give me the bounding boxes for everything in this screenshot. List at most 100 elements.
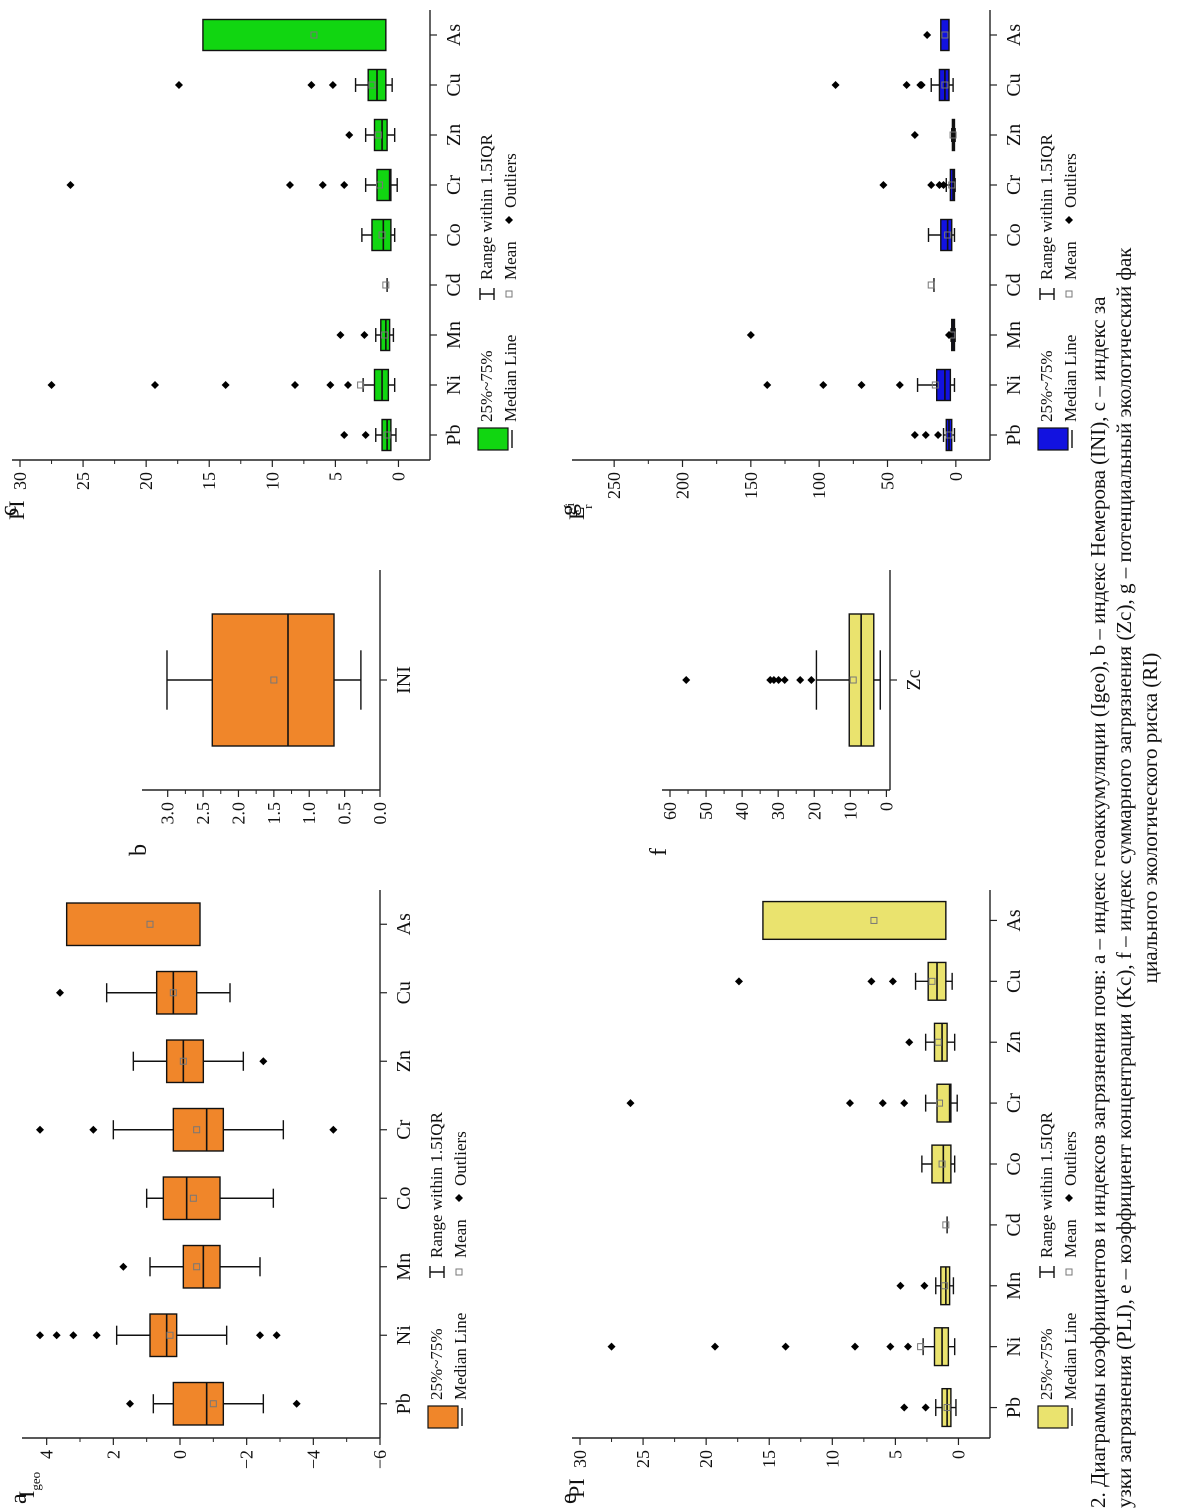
x-tick-label: Co <box>393 1187 415 1210</box>
box-Mn <box>746 318 956 352</box>
box-Ni <box>763 368 956 402</box>
y-tick-label: 10 <box>840 802 860 820</box>
outlier-point <box>888 977 897 986</box>
outlier-point <box>291 381 300 389</box>
box-Cd <box>927 278 935 292</box>
box-As <box>923 18 950 52</box>
panel-b-ini: 0.0 0.5 1.0 1.5 2.0 2.5 3.0 b INI <box>0 560 460 860</box>
chart-e: 0 5 10 15 20 25 30 PIe Pb Ni Mn Cd Co Cr Zn Cu As 25%~75%… <box>556 890 1080 1504</box>
legend: 25%~75% Median Line Range within 1.5IQR Mea… <box>477 133 520 451</box>
outlier-point <box>921 431 930 439</box>
y-tick-label: 25 <box>633 1450 653 1468</box>
legend-box-label: 25%~75% <box>1037 1328 1056 1400</box>
box-Ni <box>47 368 396 402</box>
outlier-point <box>902 81 911 89</box>
outlier-point <box>857 381 866 389</box>
box-Cr <box>66 168 398 202</box>
mean-marker <box>928 977 936 985</box>
outlier-point <box>69 1331 78 1340</box>
y-tick-label: 150 <box>741 472 761 499</box>
legend-range-label: Range within 1.5IQR <box>477 133 496 280</box>
legend-mean-swatch <box>505 290 513 298</box>
box-Zn <box>905 1022 956 1062</box>
legend-median-label: Median Line <box>501 335 520 422</box>
mean-marker <box>942 1221 950 1229</box>
caption-line-1: 2. Диаграммы коэффициентов и индексов за… <box>1086 296 1110 1508</box>
outlier-point <box>878 1099 887 1108</box>
outlier-point <box>921 1403 930 1412</box>
mean-marker <box>931 381 939 389</box>
iqr-box <box>940 218 953 252</box>
y-tick-label: −4 <box>303 1450 323 1469</box>
box-Co <box>921 1144 956 1184</box>
y-tick-label: 5 <box>325 472 345 481</box>
outlier-point <box>272 1331 281 1340</box>
x-tick-label: Cr <box>443 175 465 195</box>
y-tick-label: 1.5 <box>264 802 284 825</box>
outlier-point <box>774 676 783 684</box>
x-tick-label: Co <box>443 223 465 246</box>
y-tick-label: 2.0 <box>228 802 248 825</box>
iqr-box <box>376 168 392 202</box>
outlier-point <box>344 381 352 389</box>
legend-mean-label: Mean <box>1061 1219 1080 1258</box>
box-Zn <box>132 1039 268 1084</box>
mean-marker <box>368 81 376 89</box>
y-axis-label: PI <box>564 1478 589 1498</box>
x-tick-label: Pb <box>393 1393 415 1414</box>
mean-marker <box>927 281 935 289</box>
y-tick-label: 0 <box>948 1450 968 1459</box>
y-tick-label: 10 <box>262 472 282 490</box>
x-tick-label: Pb <box>443 424 465 445</box>
outlier-point <box>221 381 230 389</box>
x-tick-label: Cd <box>443 273 465 296</box>
outlier-point <box>867 977 876 986</box>
box-Cd <box>942 1216 950 1234</box>
panel-letter: b <box>126 844 152 856</box>
legend-box-label: 25%~75% <box>1037 350 1056 422</box>
x-tick-label: Cu <box>393 981 415 1004</box>
mean-marker <box>310 31 318 39</box>
y-tick-label: −6 <box>370 1450 390 1469</box>
mean-marker <box>193 1263 201 1271</box>
iqr-box <box>940 18 950 52</box>
outlier-point <box>259 1057 268 1066</box>
y-tick-label: 30 <box>10 472 30 490</box>
y-tick-label: 100 <box>809 472 829 499</box>
box-Co <box>927 218 956 252</box>
outlier-point <box>626 1099 635 1108</box>
iqr-box <box>202 18 387 52</box>
outlier-point <box>780 676 789 684</box>
iqr-box <box>172 1381 225 1426</box>
iqr-box <box>172 1107 225 1152</box>
y-tick-label: 50 <box>878 472 898 490</box>
outlier-point <box>292 1399 301 1408</box>
mean-marker <box>381 331 389 339</box>
outlier-point <box>734 977 743 986</box>
outlier-point <box>710 1342 719 1351</box>
outlier-point <box>89 1125 98 1134</box>
legend-mean-label: Mean <box>501 241 520 280</box>
mean-marker <box>934 1038 942 1046</box>
legend-range-swatch <box>1039 288 1055 300</box>
outlier-point <box>896 1281 905 1290</box>
figure-caption: 2. Диаграммы коэффициентов и индексов за… <box>1085 0 1163 1508</box>
legend-box-label: 25%~75% <box>427 1328 446 1400</box>
outlier-point <box>361 431 370 439</box>
legend-median-label: Median Line <box>1061 1313 1080 1400</box>
outlier-point <box>763 381 772 389</box>
iqr-box <box>371 218 392 252</box>
outlier-point <box>52 1331 61 1340</box>
box-Pb <box>910 418 956 452</box>
y-tick-label: 20 <box>696 1450 716 1468</box>
mean-marker <box>169 989 177 997</box>
x-tick-label: Pb <box>1003 424 1025 445</box>
x-tick-label: Mn <box>393 1253 415 1281</box>
y-tick-label: 5 <box>885 1450 905 1459</box>
legend: 25%~75% Median Line Range within 1.5IQR Mea… <box>427 1111 470 1429</box>
legend-box-label: 25%~75% <box>477 350 496 422</box>
panel-letter: g <box>556 504 582 516</box>
outlier-point <box>900 1403 909 1412</box>
box-Mn <box>896 1266 955 1306</box>
y-tick-label: 10 <box>822 1450 842 1468</box>
